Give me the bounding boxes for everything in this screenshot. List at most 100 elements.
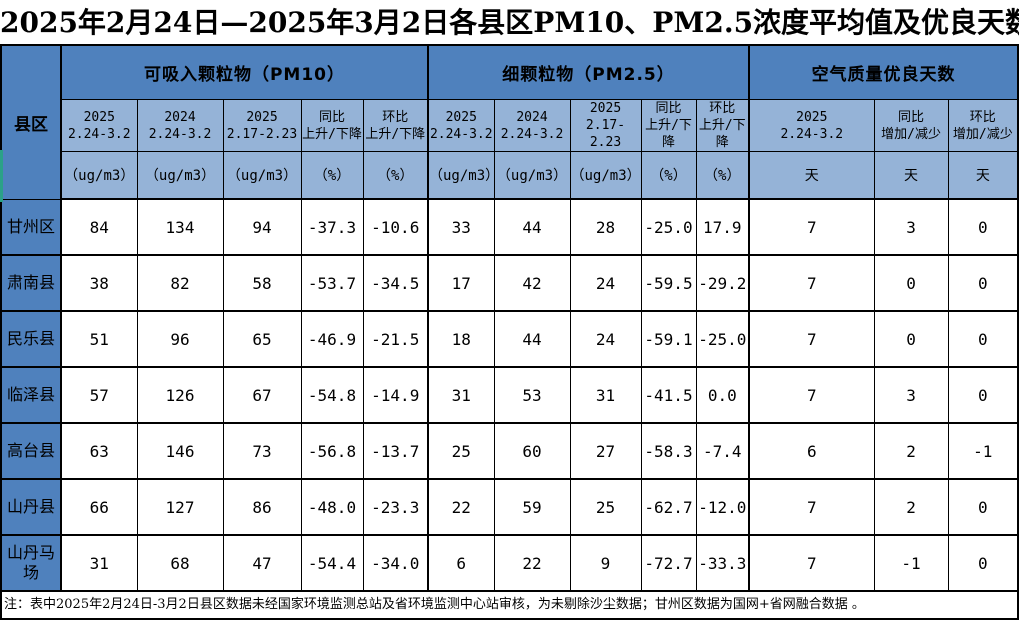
column-header: 同比 增加/减少: [873, 99, 949, 152]
row-label: 民乐县: [0, 310, 62, 368]
column-header-line2: 2.17-2.23: [226, 126, 298, 142]
unit-cell: 天: [947, 151, 1019, 200]
unit-cell: （%）: [640, 151, 697, 200]
unit-cell: （%）: [300, 151, 364, 200]
value-cell: 7: [748, 310, 875, 368]
value-cell: -59.1: [640, 310, 697, 368]
value-cell: 7: [748, 366, 875, 424]
group-header-pm25: 细颗粒物（PM2.5）: [426, 44, 750, 100]
column-header: 2025 2.24-3.2: [60, 99, 138, 152]
value-cell: 7: [748, 254, 875, 312]
table-row-shandan-machang: 山丹马场 31 68 47 -54.4 -34.0 6 22 9 -72.7 -…: [0, 534, 1019, 592]
value-cell: -13.7: [362, 422, 429, 480]
value-cell: -46.9: [300, 310, 364, 368]
value-cell: 24: [569, 310, 642, 368]
value-cell: 3: [873, 198, 949, 256]
page-title: 2025年2月24日—2025年3月2日各县区PM10、PM2.5浓度平均值及优…: [0, 6, 1019, 39]
column-header-line2: 上升/下降: [698, 118, 746, 150]
value-cell: 44: [493, 310, 571, 368]
unit-cell: （ug/m3）: [222, 151, 302, 200]
value-cell: -48.0: [300, 478, 364, 536]
column-header-line1: 2025: [796, 109, 828, 125]
value-cell: 38: [60, 254, 138, 312]
value-cell: -7.4: [695, 422, 750, 480]
column-header: 2025 2.17-2.23: [222, 99, 302, 152]
column-header: 环比 增加/减少: [947, 99, 1019, 152]
value-cell: 96: [136, 310, 224, 368]
value-cell: -29.2: [695, 254, 750, 312]
value-cell: -56.8: [300, 422, 364, 480]
value-cell: 63: [60, 422, 138, 480]
value-cell: 0: [947, 254, 1019, 312]
value-cell: 68: [136, 534, 224, 592]
column-header-line2: 上升/下降: [302, 126, 362, 142]
unit-cell: （ug/m3）: [493, 151, 571, 200]
value-cell: -53.7: [300, 254, 364, 312]
value-cell: -62.7: [640, 478, 697, 536]
value-cell: 44: [493, 198, 571, 256]
corner-header-region: 县区: [0, 44, 62, 200]
table-row-ganzhou: 甘州区 84 134 94 -37.3 -10.6 33 44 28 -25.0…: [0, 198, 1019, 256]
unit-cell: （ug/m3）: [60, 151, 138, 200]
value-cell: 0.0: [695, 366, 750, 424]
column-header: 环比 上升/下降: [362, 99, 429, 152]
value-cell: 6: [427, 534, 495, 592]
value-cell: 18: [427, 310, 495, 368]
pollution-data-table: 县区 可吸入颗粒物（PM10） 细颗粒物（PM2.5） 空气质量优良天数 202…: [0, 44, 1019, 592]
value-cell: 33: [427, 198, 495, 256]
value-cell: 60: [493, 422, 571, 480]
value-cell: 22: [493, 534, 571, 592]
value-cell: 0: [947, 366, 1019, 424]
value-cell: 24: [569, 254, 642, 312]
value-cell: 28: [569, 198, 642, 256]
column-header-line2: 上升/下降: [645, 118, 692, 150]
column-header: 同比 上升/下降: [300, 99, 364, 152]
value-cell: -54.4: [300, 534, 364, 592]
value-cell: 17: [427, 254, 495, 312]
row-label: 高台县: [0, 422, 62, 480]
column-header-line1: 2025: [445, 109, 477, 125]
row-label: 肃南县: [0, 254, 62, 312]
value-cell: 31: [60, 534, 138, 592]
group-header-good-days: 空气质量优良天数: [748, 44, 1019, 100]
value-cell: -37.3: [300, 198, 364, 256]
column-header-line2: 上升/下降: [365, 126, 426, 142]
value-cell: 127: [136, 478, 224, 536]
column-header-line1: 环比: [382, 109, 409, 125]
value-cell: 7: [748, 478, 875, 536]
column-header-line1: 2024: [164, 109, 196, 125]
value-cell: 59: [493, 478, 571, 536]
row-label: 甘州区: [0, 198, 62, 256]
value-cell: 134: [136, 198, 224, 256]
value-cell: 31: [427, 366, 495, 424]
value-cell: -14.9: [362, 366, 429, 424]
table-row-sunan: 肃南县 38 82 58 -53.7 -34.5 17 42 24 -59.5 …: [0, 254, 1019, 312]
column-header-line2: 2.24-3.2: [429, 126, 493, 142]
unit-cell: （ug/m3）: [136, 151, 224, 200]
column-header-line1: 2025: [83, 109, 115, 125]
value-cell: 0: [947, 534, 1019, 592]
value-cell: 86: [222, 478, 302, 536]
value-cell: 94: [222, 198, 302, 256]
column-header-line1: 环比: [709, 101, 736, 116]
value-cell: -23.3: [362, 478, 429, 536]
value-cell: -33.3: [695, 534, 750, 592]
row-label: 临泽县: [0, 366, 62, 424]
column-header-line2: 增加/减少: [881, 126, 941, 142]
value-cell: 146: [136, 422, 224, 480]
column-header-line2: 2.24-3.2: [500, 126, 564, 142]
column-header: 2024 2.24-3.2: [136, 99, 224, 152]
column-header: 2025 2.17-2.23: [569, 99, 642, 152]
value-cell: 126: [136, 366, 224, 424]
value-cell: 53: [493, 366, 571, 424]
value-cell: 51: [60, 310, 138, 368]
column-header-line1: 2025: [589, 101, 622, 116]
column-header-line1: 同比: [655, 101, 682, 116]
value-cell: -1: [947, 422, 1019, 480]
column-header-line2: 2.24-3.2: [780, 126, 844, 142]
value-cell: -58.3: [640, 422, 697, 480]
column-header: 2025 2.24-3.2: [748, 99, 875, 152]
column-header: 环比上升/下降: [695, 99, 750, 152]
unit-cell: （ug/m3）: [569, 151, 642, 200]
value-cell: 2: [873, 422, 949, 480]
